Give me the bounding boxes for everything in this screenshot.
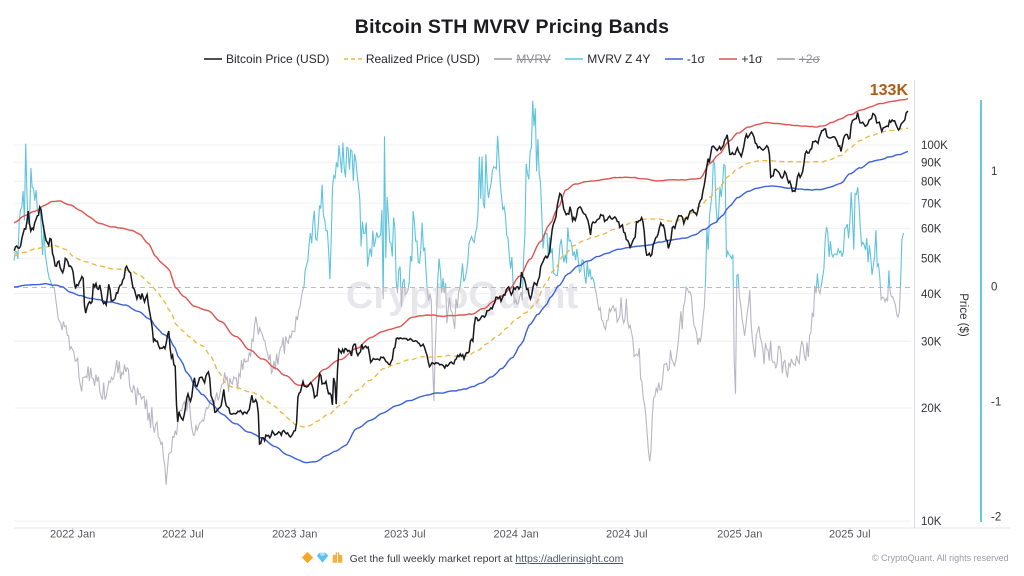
svg-text:90K: 90K	[921, 157, 942, 169]
svg-text:40K: 40K	[921, 289, 942, 301]
svg-text:2023 Jan: 2023 Jan	[272, 529, 317, 541]
svg-text:2024 Jan: 2024 Jan	[493, 529, 538, 541]
svg-text:-1: -1	[991, 397, 1001, 409]
svg-text:CryptoQuant: CryptoQuant	[346, 275, 579, 317]
svg-text:2022 Jul: 2022 Jul	[162, 529, 204, 541]
svg-text:50K: 50K	[921, 253, 942, 265]
svg-text:2025 Jan: 2025 Jan	[717, 529, 762, 541]
svg-text:2023 Jul: 2023 Jul	[384, 529, 426, 541]
svg-text:2024 Jul: 2024 Jul	[606, 529, 648, 541]
svg-text:70K: 70K	[921, 198, 942, 210]
svg-text:1: 1	[991, 166, 997, 178]
svg-text:0: 0	[991, 282, 997, 294]
svg-text:2025 Jul: 2025 Jul	[829, 529, 871, 541]
svg-text:20K: 20K	[921, 403, 942, 415]
svg-text:133K: 133K	[870, 82, 909, 99]
svg-text:10K: 10K	[921, 516, 942, 528]
svg-text:100K: 100K	[921, 140, 948, 152]
svg-text:80K: 80K	[921, 177, 942, 189]
svg-text:30K: 30K	[921, 336, 942, 348]
svg-text:2022 Jan: 2022 Jan	[50, 529, 95, 541]
svg-text:Price ($): Price ($)	[957, 293, 969, 337]
svg-text:60K: 60K	[921, 224, 942, 236]
svg-text:-2: -2	[991, 512, 1001, 524]
